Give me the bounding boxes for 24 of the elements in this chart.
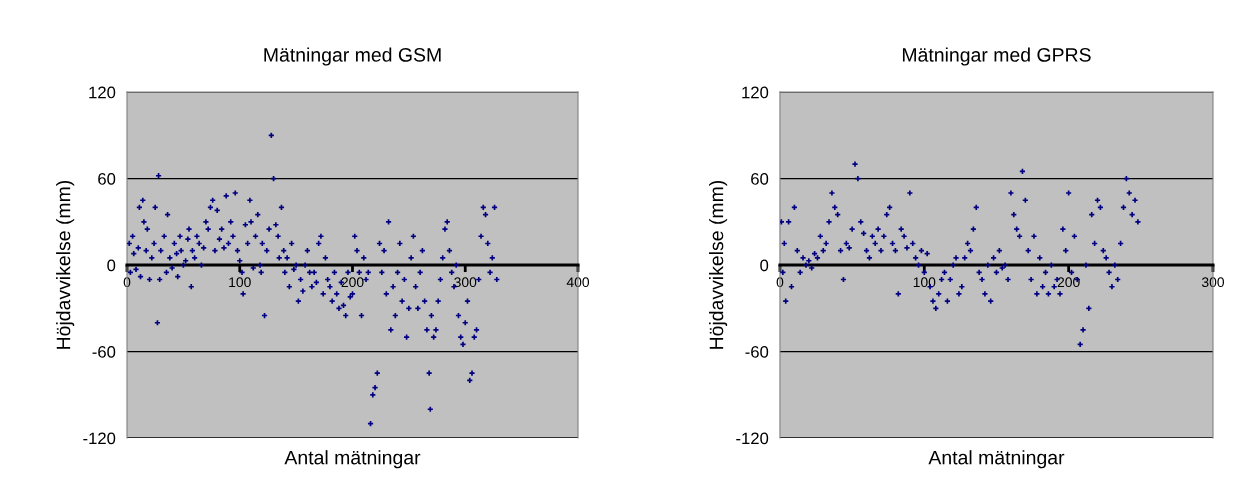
y-tick-label: 0 [107, 259, 116, 272]
y-tick-label: -120 [83, 432, 116, 445]
x-tick-label: 0 [123, 277, 131, 288]
y-tick-label: -60 [745, 345, 769, 358]
y-tick-label: 60 [751, 173, 769, 185]
x-tick-label: 300 [1201, 277, 1225, 288]
chart-title: Mätningar med GPRS [902, 47, 1091, 66]
x-tick-label: 100 [229, 277, 251, 288]
y-tick-label: 120 [742, 86, 769, 99]
x-tick-label: 200 [1057, 277, 1080, 288]
x-axis-title: Antal mätningar [284, 450, 421, 469]
y-axis-title: Höjdavvikelse (mm) [709, 180, 728, 349]
y-tick-label: 120 [89, 86, 116, 99]
chart-title: Mätningar med GSM [264, 47, 441, 66]
y-tick-label: 0 [760, 259, 769, 272]
y-tick-label: 60 [98, 173, 116, 185]
x-axis-title: Antal mätningar [928, 450, 1065, 469]
y-tick-label: -60 [92, 345, 116, 358]
x-tick-label: 100 [913, 277, 936, 288]
x-tick-label: 400 [566, 277, 590, 288]
x-tick-label: 0 [776, 277, 784, 288]
x-tick-label: 300 [454, 277, 477, 288]
y-axis-title: Höjdavvikelse (mm) [56, 180, 75, 349]
y-tick-label: -120 [736, 432, 769, 445]
